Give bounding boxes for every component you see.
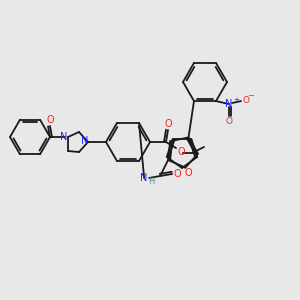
Text: H: H <box>148 176 154 185</box>
Text: N: N <box>60 132 68 142</box>
Text: O: O <box>173 169 181 179</box>
Text: N: N <box>81 136 89 146</box>
Text: N: N <box>225 99 233 109</box>
Text: +: + <box>233 97 239 103</box>
Text: −: − <box>248 92 254 100</box>
Text: O: O <box>184 168 192 178</box>
Text: O: O <box>46 115 54 125</box>
Text: N: N <box>140 173 148 183</box>
Text: O: O <box>226 117 232 126</box>
Text: O: O <box>242 96 250 105</box>
Text: O: O <box>177 147 185 157</box>
Text: O: O <box>164 119 172 129</box>
